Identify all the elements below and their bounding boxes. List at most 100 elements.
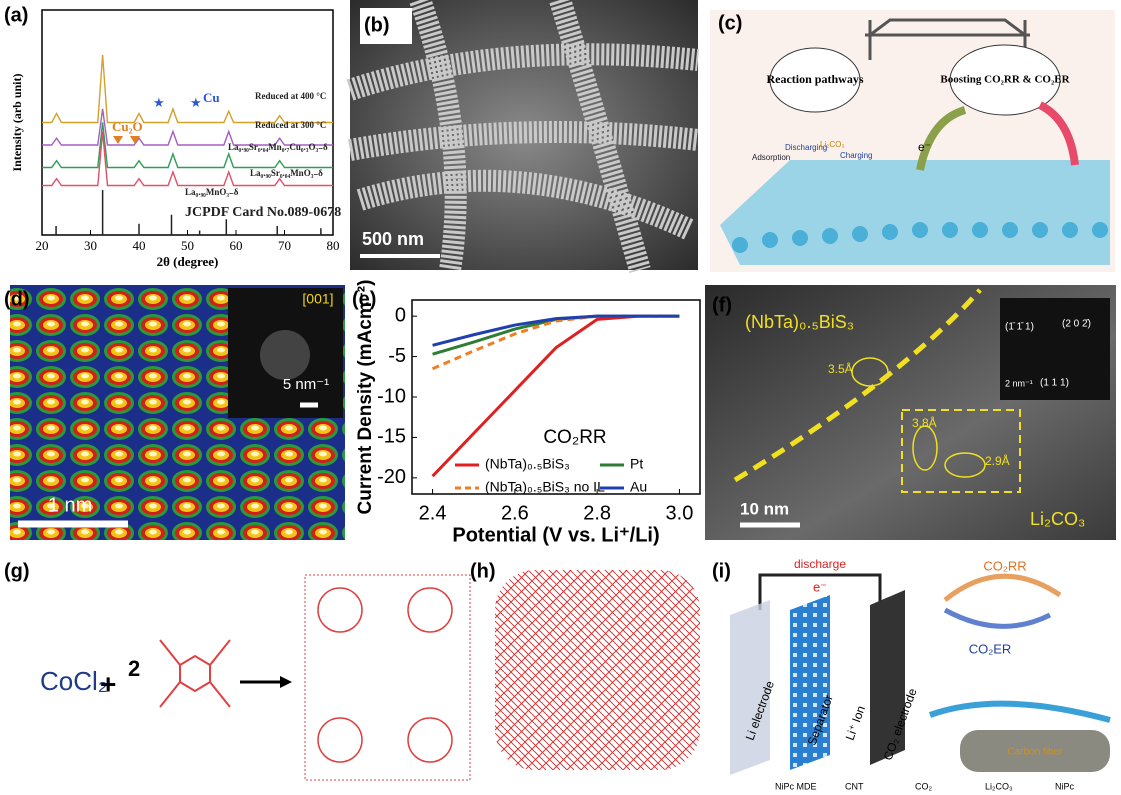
panel-label: (i) bbox=[712, 560, 731, 582]
label: CO₂RR bbox=[983, 558, 1026, 573]
nanotubes bbox=[928, 700, 1111, 723]
panel-label: (g) bbox=[4, 560, 30, 582]
material: (NbTa)₀.₅BiS₃ bbox=[745, 312, 854, 332]
chart: 20 30 40 50 60 70 80 2θ (degree) Intensity (arb … bbox=[10, 9, 341, 269]
series-line bbox=[431, 314, 680, 478]
label: CO₂ER bbox=[969, 641, 1012, 656]
panel-f: (NbTa)₀.₅BiS₃ 3.5Å 3.8Å 2.9Å (1̄ 1̄ 1) (… bbox=[705, 285, 1116, 540]
slab bbox=[720, 160, 1110, 265]
cycle-arrow bbox=[943, 607, 1052, 629]
fringe-marker bbox=[912, 425, 938, 471]
molecule bbox=[179, 654, 211, 693]
y-axis-label: Intensity (arb unit) bbox=[10, 73, 24, 171]
legend-entry: Li₂CO₃ bbox=[985, 781, 1013, 791]
panel-g: CoCl₂ + 2 bbox=[40, 574, 471, 781]
y-tick-label: -20 bbox=[377, 466, 406, 488]
legend-entry: (NbTa)₀.₅BiS₃ bbox=[485, 456, 570, 472]
panel-label: (f) bbox=[712, 294, 732, 316]
fringe-marker bbox=[851, 357, 889, 387]
arrow bbox=[1038, 101, 1079, 166]
panel-d: [001] 5 nm⁻¹ 1 nm bbox=[10, 285, 345, 540]
product: Li₂CO₃ bbox=[1030, 509, 1085, 529]
label: Li⁺ Ion bbox=[843, 704, 868, 742]
hkl: (1̄ 1̄ 1) bbox=[1005, 322, 1034, 333]
cu-marker: ★ bbox=[153, 95, 165, 110]
scale-text: 10 nm bbox=[740, 499, 789, 518]
annotation: JCPDF Card No.089-0678 bbox=[185, 205, 341, 220]
x-tick-label: 60 bbox=[230, 238, 243, 253]
small-text: Discharging bbox=[785, 143, 827, 152]
cloud-text: Boosting CO₂RR & CO₂ER bbox=[940, 74, 1070, 86]
small-text: Adsorption bbox=[752, 153, 790, 162]
x-tick-label: 20 bbox=[36, 238, 49, 253]
annotation: La₀.₉₀MnO₃₋δ bbox=[185, 187, 239, 197]
cloud-text: Reaction pathways bbox=[766, 72, 863, 86]
molecule bbox=[159, 639, 231, 708]
x-axis-label: Potential (V vs. Li⁺/Li) bbox=[452, 524, 659, 546]
x-tick-label: 2.6 bbox=[501, 502, 529, 524]
coefficient: 2 bbox=[128, 656, 140, 681]
label: Carbon fiber bbox=[1007, 747, 1063, 758]
panel-label: (b) bbox=[364, 14, 390, 36]
series-line bbox=[42, 131, 333, 187]
x-tick-label: 50 bbox=[181, 238, 194, 253]
y-tick-label: -5 bbox=[388, 345, 406, 367]
d-spacing: 3.5Å bbox=[828, 361, 853, 376]
polymer-rings bbox=[317, 587, 453, 763]
panel-label: (c) bbox=[718, 12, 742, 34]
legend-entry: NiPc MDE bbox=[775, 781, 817, 791]
x-tick-label: 40 bbox=[133, 238, 146, 253]
panel-label: (h) bbox=[470, 560, 496, 582]
d-spacing: 3.8Å bbox=[912, 415, 937, 430]
fft-scale: 2 nm⁻¹ bbox=[1005, 378, 1033, 388]
co2-electrode bbox=[870, 590, 905, 765]
series-line bbox=[431, 314, 680, 371]
small-text: e⁻ bbox=[918, 140, 931, 154]
annotation: CO₂RR bbox=[543, 427, 606, 448]
plus: + bbox=[100, 668, 116, 699]
series-line bbox=[42, 54, 333, 124]
reagent: CoCl₂ bbox=[40, 666, 108, 696]
cu2o-marker bbox=[130, 136, 140, 144]
x-tick-label: 30 bbox=[84, 238, 97, 253]
region-box bbox=[901, 409, 1021, 493]
electron: e⁻ bbox=[813, 579, 827, 594]
small-text: Charging bbox=[840, 151, 872, 160]
cycle-arrow bbox=[943, 573, 1062, 602]
panel-label: (a) bbox=[4, 4, 28, 26]
cu-marker: ★ bbox=[190, 95, 202, 110]
panel-h-framework bbox=[495, 570, 700, 770]
fibers bbox=[346, 0, 700, 274]
annotation: Cu₂O bbox=[112, 119, 143, 134]
series-line bbox=[42, 122, 333, 169]
scale-text: 500 nm bbox=[362, 229, 424, 249]
series-line bbox=[42, 108, 333, 146]
arrowhead bbox=[280, 676, 292, 688]
fringe-marker bbox=[944, 452, 986, 478]
legend-entry: Au bbox=[630, 479, 647, 495]
li-electrode bbox=[730, 600, 770, 775]
legend-entry: CNT bbox=[845, 781, 864, 791]
panel-label: (d) bbox=[4, 288, 30, 310]
annotation: Reduced at 400 °C bbox=[255, 91, 326, 101]
fft-inset bbox=[1000, 298, 1110, 400]
panel-b: 500 nm bbox=[346, 0, 700, 274]
fft-scale: 5 nm⁻¹ bbox=[283, 376, 329, 393]
x-tick-label: 80 bbox=[327, 238, 340, 253]
legend-entry: Pt bbox=[630, 456, 643, 472]
annotation: La₀.₉₀Sr₀.₀₄Mn₀.₇Cu₀.₃O₃₋δ bbox=[228, 142, 328, 152]
panel-c: Reaction pathways Boosting CO₂RR & CO₂ER… bbox=[710, 10, 1115, 272]
small-text: Li₂CO₃ bbox=[820, 140, 845, 149]
panel-i: discharge e⁻ CO₂RR CO₂ER Carbon fiber Li… bbox=[730, 557, 1111, 775]
panel-i-legend: NiPc MDE CNT CO₂ Li₂CO₃ NiPc bbox=[775, 781, 1075, 791]
scale-text: 1 nm bbox=[48, 494, 92, 516]
fft-spots bbox=[260, 330, 310, 380]
y-tick-label: -10 bbox=[377, 385, 406, 407]
annotation: Cu bbox=[203, 90, 220, 105]
x-tick-label: 2.4 bbox=[419, 502, 447, 524]
legend-entry: NiPc bbox=[1055, 781, 1075, 791]
annotation: Reduced at 300 °C bbox=[255, 120, 326, 130]
separator bbox=[790, 595, 830, 770]
x-tick-label: 2.8 bbox=[583, 502, 611, 524]
